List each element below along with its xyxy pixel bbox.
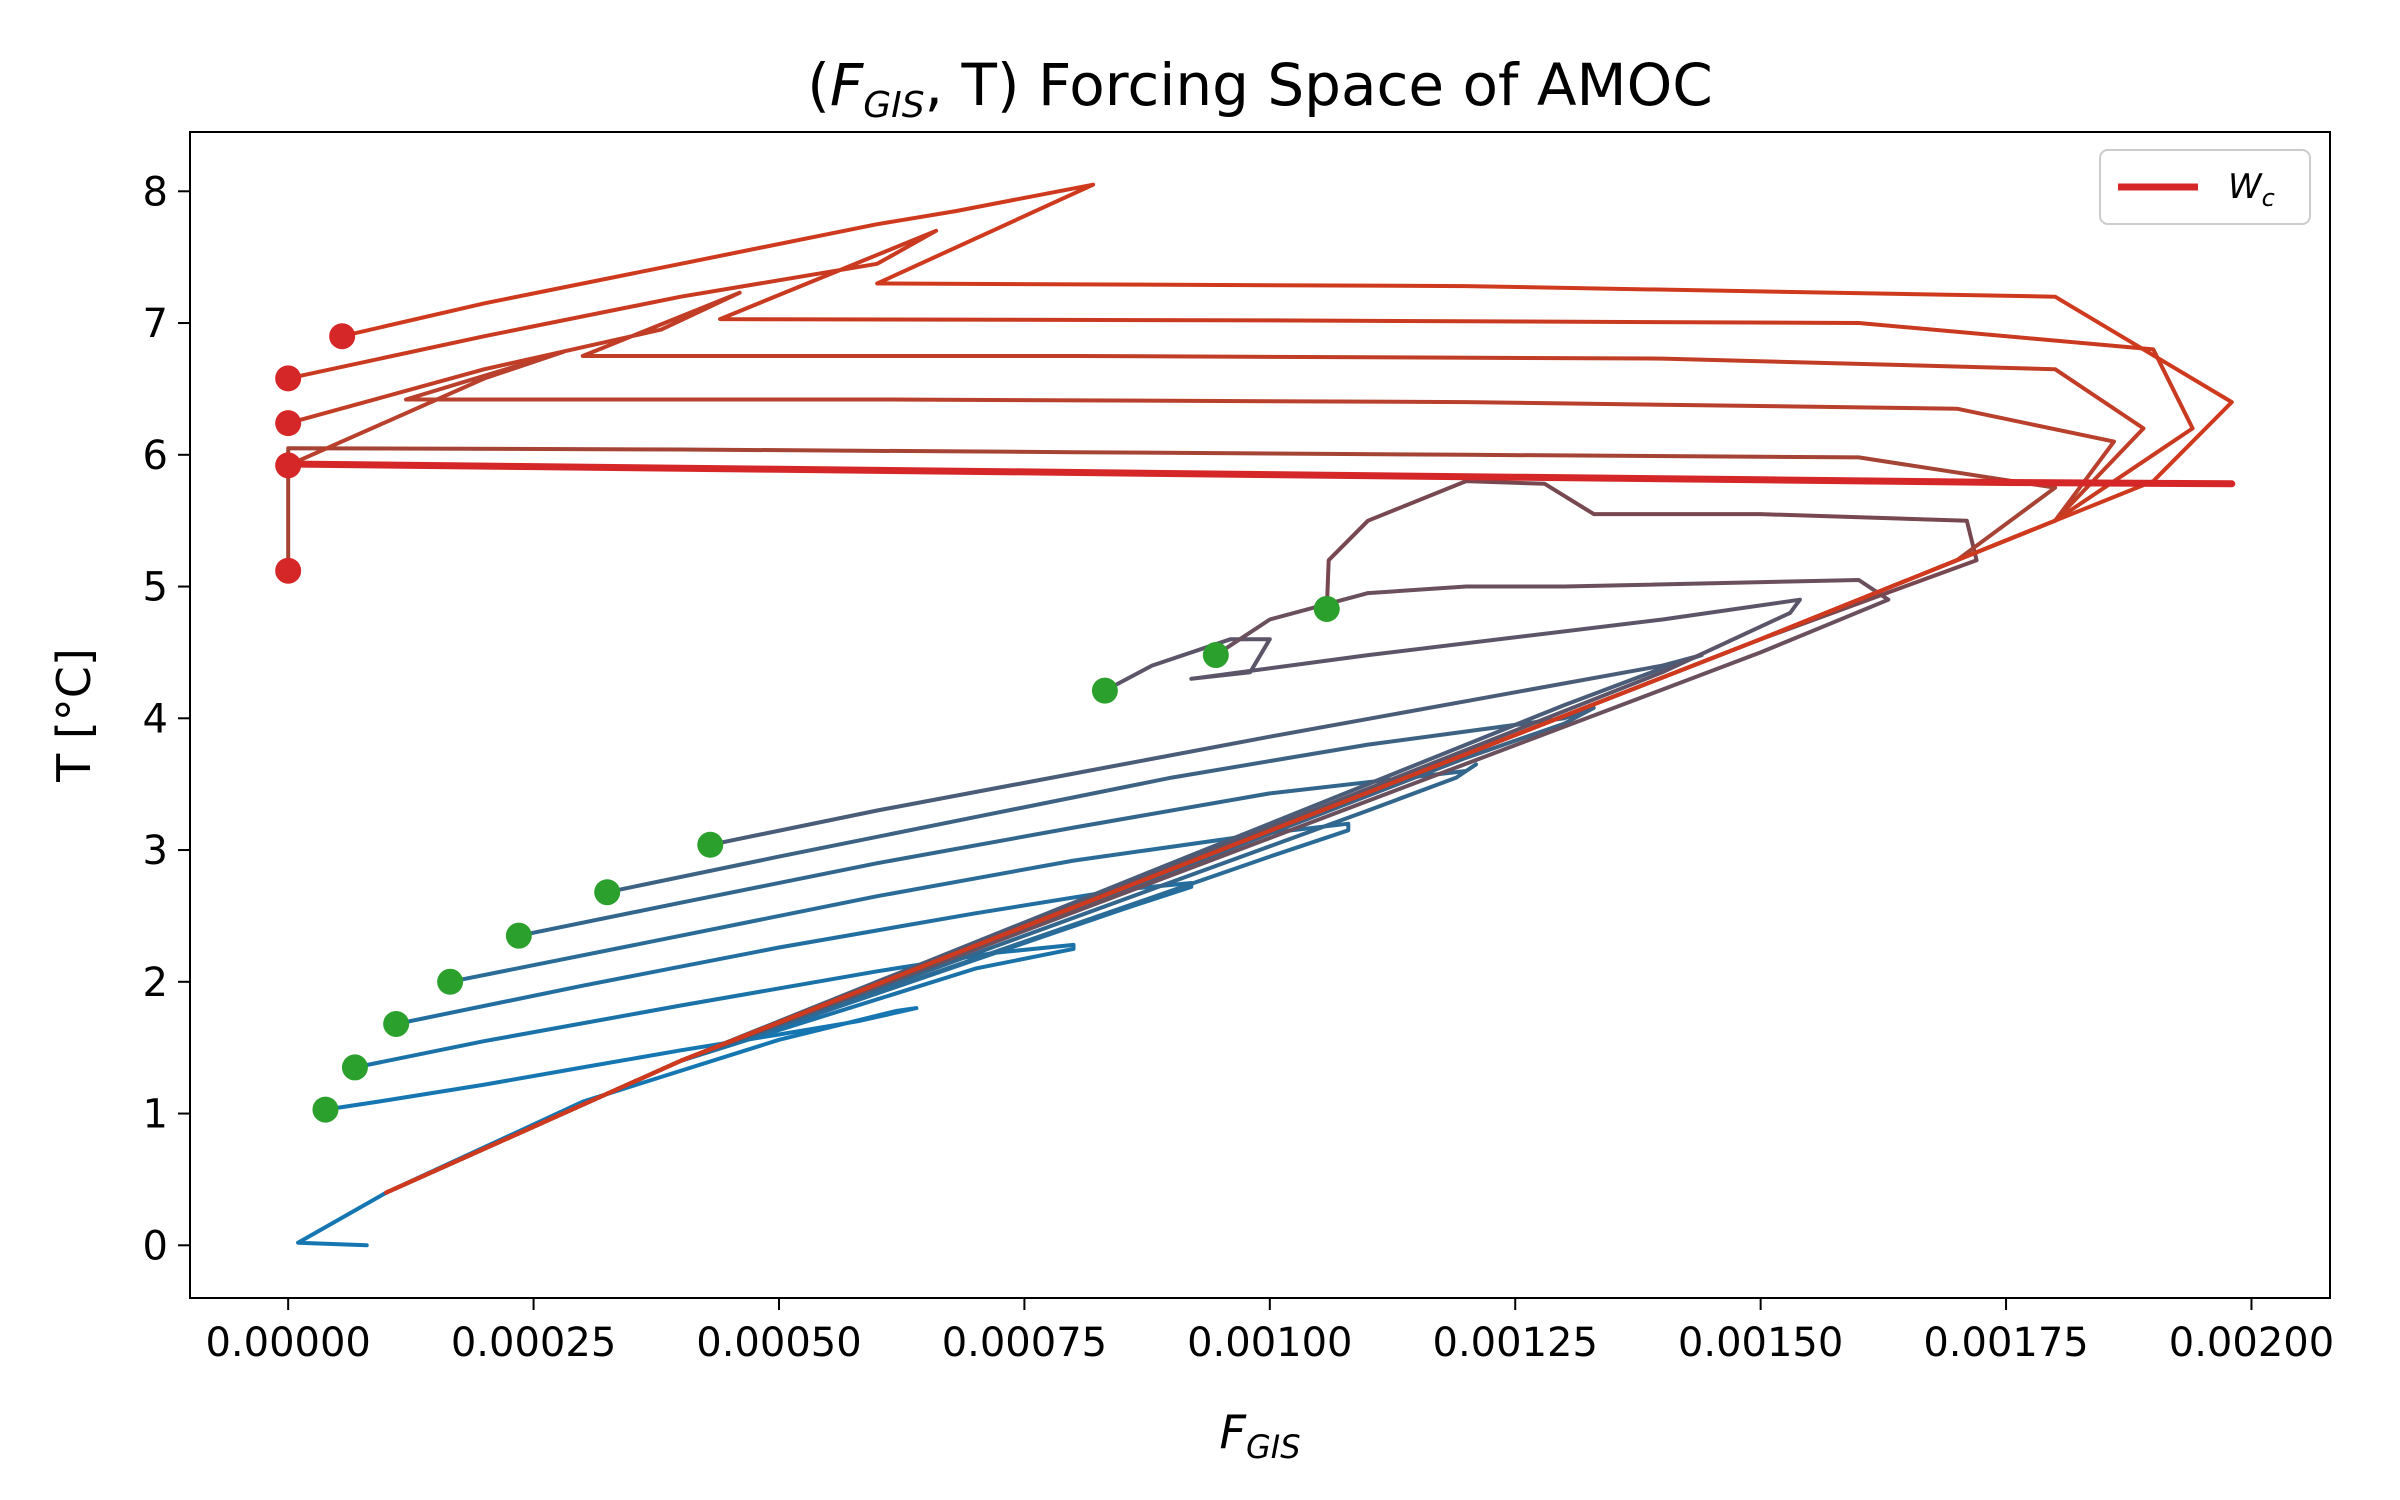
- start-point-marker-4: [505, 922, 532, 949]
- legend-label-wc: Wc: [2228, 167, 2275, 212]
- start-point-marker-6: [697, 831, 724, 858]
- x-tick-label: 0.00175: [1923, 1320, 2088, 1366]
- x-tick-label: 0.00100: [1187, 1320, 1352, 1366]
- trajectory-line-5: [384, 705, 1596, 1195]
- trajectory-line-14: [340, 182, 2234, 1195]
- start-point-marker-9: [1313, 595, 1340, 622]
- x-tick-label: 0.00200: [2169, 1320, 2334, 1366]
- start-point-marker-7: [1091, 677, 1118, 704]
- x-tick-label: 0.00125: [1433, 1320, 1598, 1366]
- start-point-marker-12: [275, 410, 302, 437]
- x-tick-label: 0.00050: [696, 1320, 861, 1366]
- plot-frame: [189, 131, 2331, 1299]
- start-point-marker-1: [341, 1054, 368, 1081]
- wc-curve: [284, 460, 2236, 488]
- start-point-marker-2: [383, 1010, 410, 1037]
- trajectory-line-0: [296, 1006, 919, 1248]
- y-tick-label: 1: [143, 1092, 168, 1138]
- y-axis: 0 1 2 3 4 5 6 7 8: [143, 169, 190, 1269]
- legend-box: [2099, 149, 2311, 225]
- chart-title: (FGIS, T) Forcing Space of AMOC: [807, 51, 1713, 126]
- start-point-marker-0: [312, 1096, 339, 1123]
- start-point-marker-13: [275, 365, 302, 392]
- start-point-marker-5: [594, 879, 621, 906]
- x-tick-label: 0.00025: [451, 1320, 616, 1366]
- y-tick-label: 6: [143, 433, 168, 479]
- start-point-marker-8: [1202, 642, 1229, 669]
- trajectory-line-10: [286, 446, 2058, 1195]
- y-tick-label: 3: [143, 828, 168, 874]
- trajectory-line-4: [384, 762, 1478, 1195]
- start-point-marker-14: [329, 323, 356, 350]
- trajectory-line-3: [384, 821, 1351, 1195]
- y-axis-label: T [°C]: [47, 648, 101, 783]
- y-tick-label: 7: [143, 301, 168, 347]
- start-point-marker-10: [275, 557, 302, 584]
- plot-area: [275, 182, 2236, 1248]
- y-tick-label: 8: [143, 169, 168, 215]
- y-tick-label: 4: [143, 696, 168, 742]
- start-point-marker-3: [437, 968, 464, 995]
- x-axis: 0.00000 0.00025 0.00050 0.00075 0.00100 0.001…: [205, 1298, 2334, 1366]
- trajectory-line-6: [384, 653, 1704, 1195]
- legend: Wc: [2099, 149, 2311, 225]
- y-tick-label: 5: [143, 565, 168, 611]
- x-axis-label: FGIS: [1219, 1405, 1300, 1466]
- y-tick-label: 0: [143, 1223, 168, 1269]
- x-tick-label: 0.00075: [942, 1320, 1107, 1366]
- trajectory-line-13: [286, 228, 2195, 1195]
- x-tick-label: 0.00150: [1678, 1320, 1843, 1366]
- start-point-marker-11: [275, 452, 302, 479]
- y-tick-label: 2: [143, 960, 168, 1006]
- x-tick-label: 0.00000: [205, 1320, 370, 1366]
- trajectory-line-1: [352, 942, 1076, 1195]
- trajectory-line-7: [384, 597, 1802, 1195]
- trajectory-line-12: [286, 290, 2146, 1195]
